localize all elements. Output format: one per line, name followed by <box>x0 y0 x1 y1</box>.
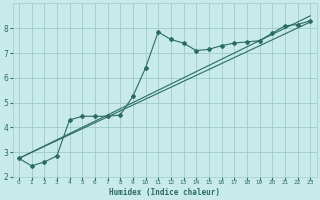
X-axis label: Humidex (Indice chaleur): Humidex (Indice chaleur) <box>109 188 220 197</box>
